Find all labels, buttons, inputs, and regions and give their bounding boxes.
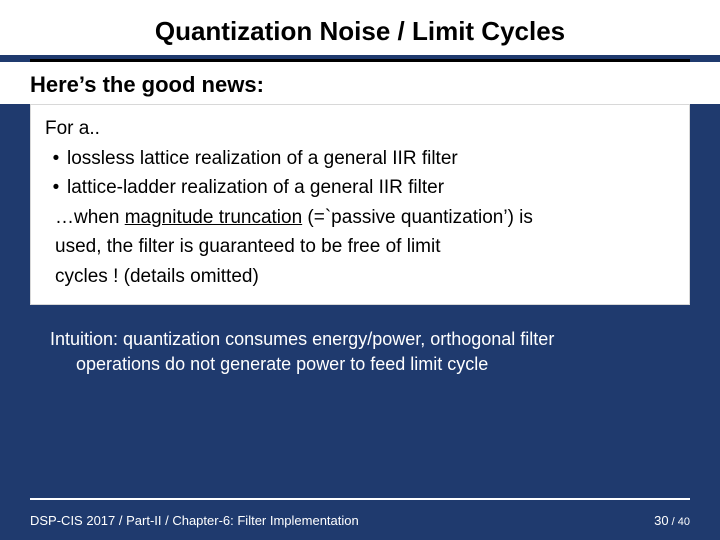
- box-tail-line2: used, the filter is guaranteed to be fre…: [45, 233, 675, 261]
- box-tail-line3: cycles ! (details omitted): [45, 263, 675, 291]
- intuition-line2: operations do not generate power to feed…: [50, 352, 670, 377]
- bullet-text: lossless lattice realization of a genera…: [67, 145, 458, 173]
- footer-rule: [30, 498, 690, 500]
- bullet-icon: •: [45, 145, 67, 173]
- slide-subtitle: Here’s the good news:: [30, 72, 690, 98]
- tail-underlined: magnitude truncation: [125, 207, 302, 228]
- title-area: Quantization Noise / Limit Cycles: [0, 0, 720, 55]
- bullet-icon: •: [45, 174, 67, 202]
- bullet-item: • lattice-ladder realization of a genera…: [45, 174, 675, 202]
- content-box: For a.. • lossless lattice realization o…: [30, 104, 690, 305]
- page-total: 40: [678, 516, 690, 528]
- page-indicator: 30 / 40: [654, 513, 690, 528]
- box-tail: …when magnitude truncation (=`passive qu…: [45, 204, 675, 232]
- tail-prefix: …when: [55, 207, 125, 228]
- intuition-block: Intuition: quantization consumes energy/…: [0, 305, 720, 377]
- page-current: 30: [654, 513, 668, 528]
- tail-after-underline: (=`passive quantization’) is: [302, 207, 533, 228]
- box-intro: For a..: [45, 115, 675, 143]
- footer: DSP-CIS 2017 / Part-II / Chapter-6: Filt…: [30, 513, 690, 528]
- page-sep: /: [669, 516, 678, 528]
- intuition-line1: Intuition: quantization consumes energy/…: [50, 327, 670, 352]
- slide-title: Quantization Noise / Limit Cycles: [30, 16, 690, 47]
- bullet-text: lattice-ladder realization of a general …: [67, 174, 444, 202]
- subtitle-area: Here’s the good news:: [0, 62, 720, 104]
- bullet-item: • lossless lattice realization of a gene…: [45, 145, 675, 173]
- footer-left: DSP-CIS 2017 / Part-II / Chapter-6: Filt…: [30, 513, 359, 528]
